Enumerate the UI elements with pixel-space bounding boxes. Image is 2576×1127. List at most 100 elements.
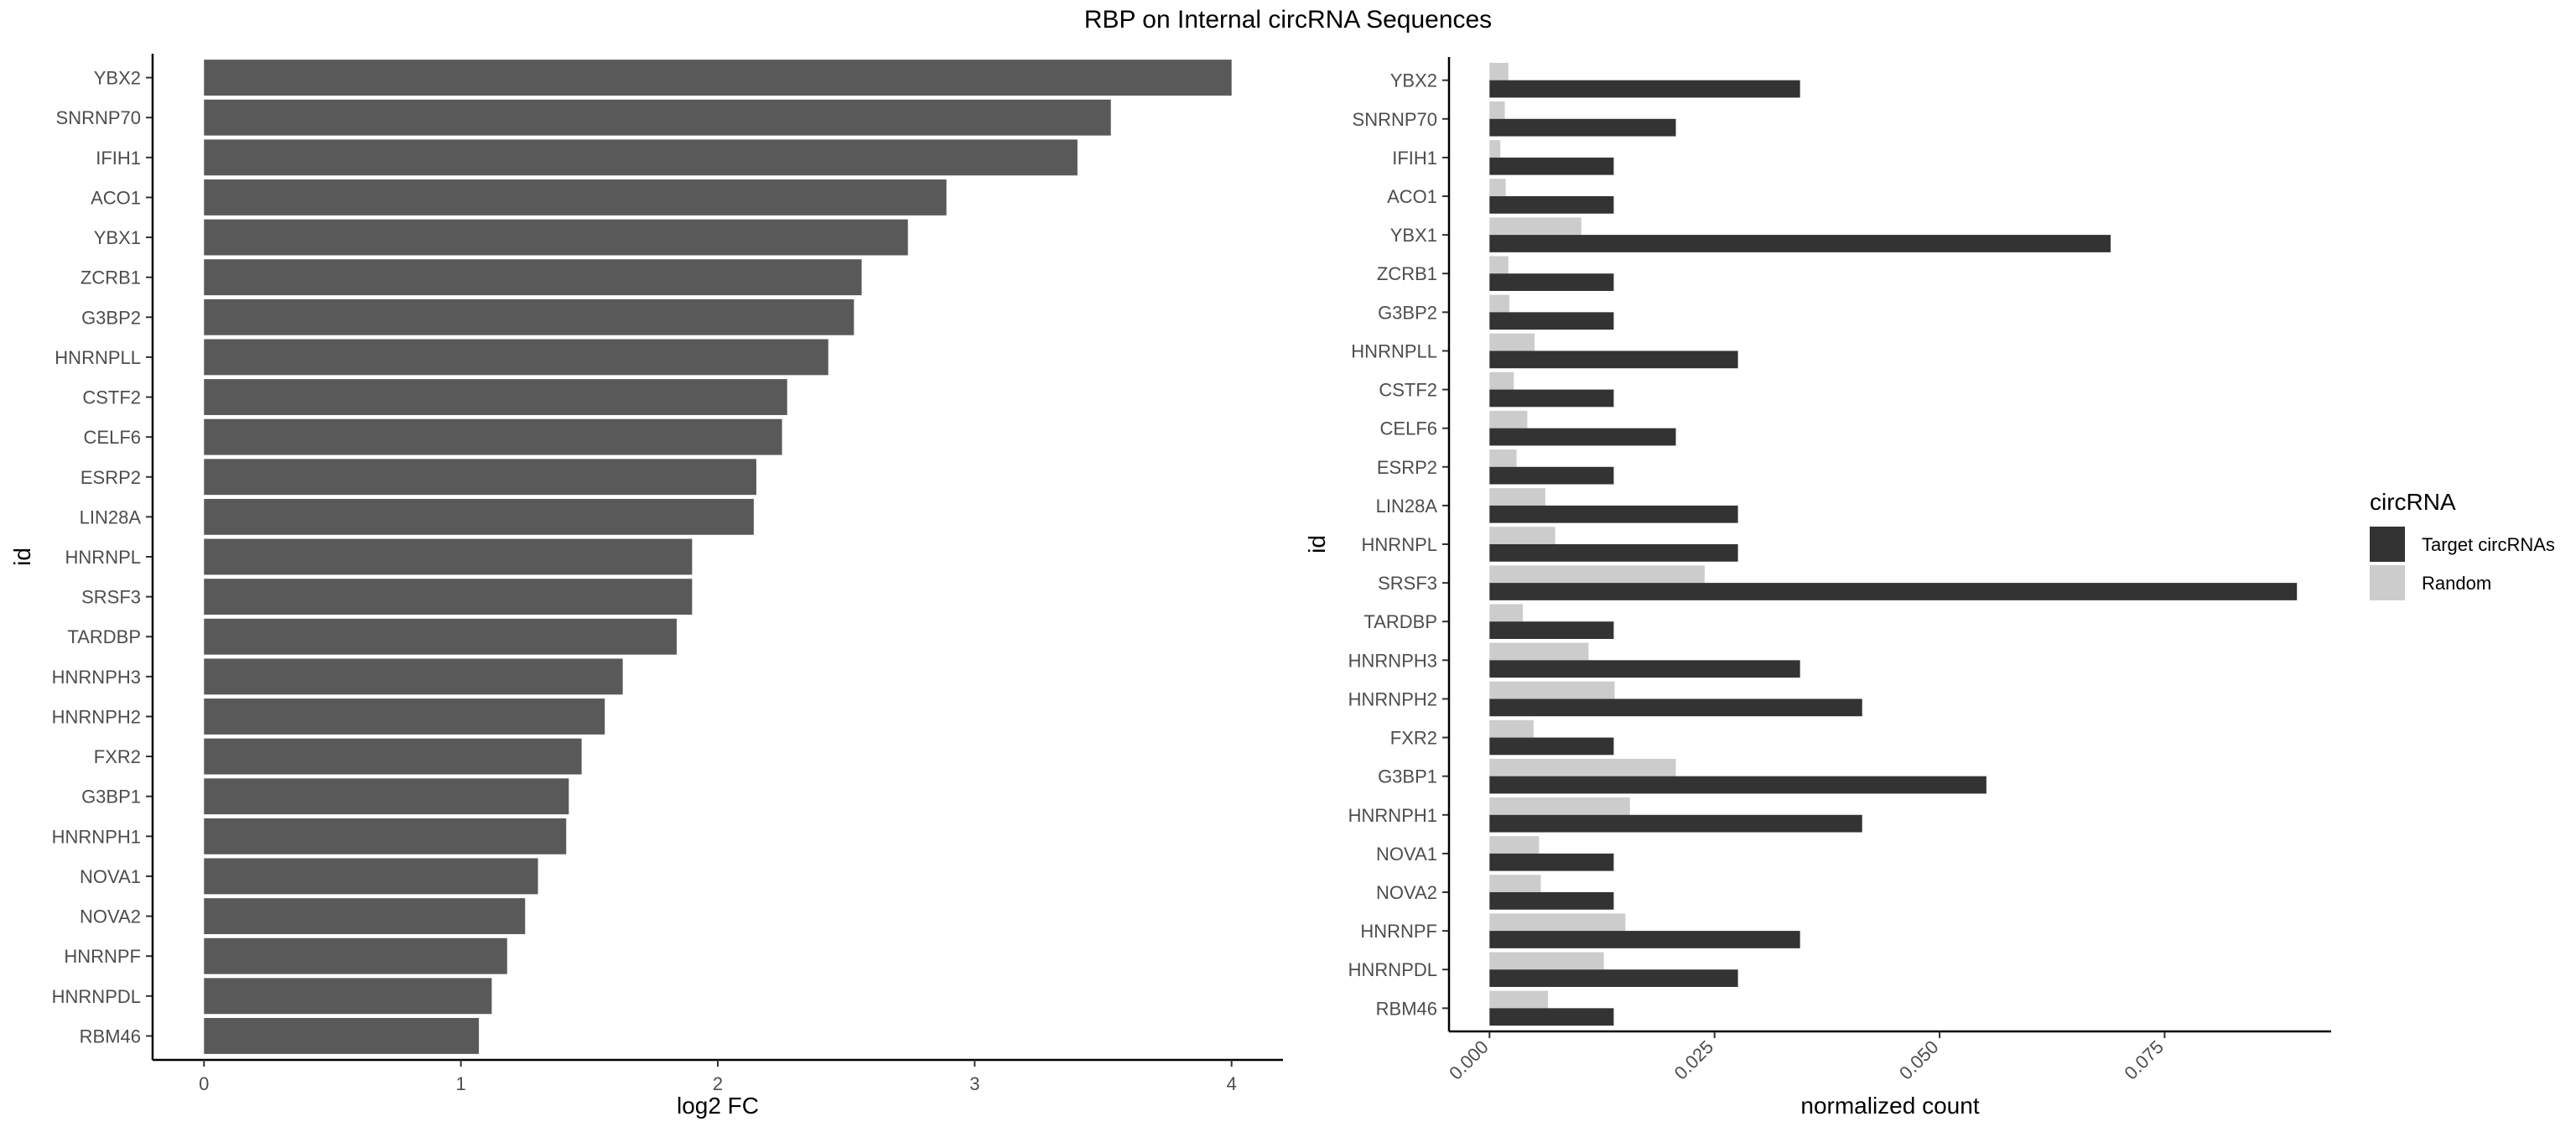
y-tick-label: G3BP1 xyxy=(1378,766,1437,787)
y-tick-label: IFIH1 xyxy=(1392,148,1437,169)
x-tick-label: 4 xyxy=(1227,1073,1237,1094)
bar-random xyxy=(1489,875,1541,892)
y-tick-label: ZCRB1 xyxy=(1377,263,1437,284)
bar-random xyxy=(1489,410,1528,428)
y-tick-label: LIN28A xyxy=(80,506,142,527)
bar-random xyxy=(1489,642,1589,661)
x-tick-label: 0.025 xyxy=(1670,1036,1718,1084)
bar-log2fc xyxy=(204,937,507,974)
bar-target-circrnas xyxy=(1489,466,1614,485)
bar-log2fc xyxy=(204,898,526,934)
bar-random xyxy=(1489,256,1509,274)
bar-target-circrnas xyxy=(1489,196,1614,214)
legend: circRNA Target circRNAs Random xyxy=(2370,489,2555,600)
y-tick-label: CSTF2 xyxy=(1379,380,1437,401)
bar-target-circrnas xyxy=(1489,699,1862,717)
y-tick-label: YBX1 xyxy=(1390,225,1437,246)
y-tick-label: FXR2 xyxy=(1390,728,1437,749)
bar-log2fc xyxy=(204,538,693,575)
bar-random xyxy=(1489,604,1524,622)
y-tick-label: YBX1 xyxy=(94,227,141,248)
bar-random xyxy=(1489,101,1505,119)
y-tick-label: CELF6 xyxy=(1380,418,1437,439)
y-tick-label: NOVA1 xyxy=(1376,844,1437,865)
y-tick-label: HNRNPH3 xyxy=(52,667,141,688)
bar-target-circrnas xyxy=(1489,157,1614,175)
x-tick-label: 1 xyxy=(456,1073,466,1094)
y-tick-label: ZCRB1 xyxy=(80,267,141,288)
y-tick-label: SNRNP70 xyxy=(1353,109,1437,130)
bar-target-circrnas xyxy=(1489,1008,1614,1026)
y-axis-title: id xyxy=(9,548,35,566)
bar-random xyxy=(1489,294,1509,313)
bar-target-circrnas xyxy=(1489,892,1614,910)
bar-log2fc xyxy=(204,179,947,216)
y-tick-label: LIN28A xyxy=(1376,496,1438,517)
y-tick-label: TARDBP xyxy=(1363,611,1437,632)
bar-random xyxy=(1489,179,1506,196)
y-tick-label: G3BP2 xyxy=(81,307,141,328)
bar-random xyxy=(1489,836,1540,854)
bar-random xyxy=(1489,952,1604,970)
bar-random xyxy=(1489,140,1501,158)
bar-log2fc xyxy=(204,299,854,335)
y-tick-label: IFIH1 xyxy=(96,148,141,169)
bar-target-circrnas xyxy=(1489,853,1614,871)
y-tick-label: HNRNPL xyxy=(65,547,141,568)
bar-target-circrnas xyxy=(1489,583,2298,600)
y-tick-label: YBX2 xyxy=(1390,70,1437,91)
y-tick-label: NOVA1 xyxy=(80,866,141,887)
bar-log2fc xyxy=(204,259,862,296)
bar-log2fc xyxy=(204,1018,480,1054)
y-tick-label: G3BP2 xyxy=(1378,302,1437,323)
y-tick-label: HNRNPLL xyxy=(1351,340,1437,361)
bar-target-circrnas xyxy=(1489,660,1800,678)
y-tick-label: HNRNPH1 xyxy=(1348,805,1437,826)
x-tick-label: 0.050 xyxy=(1895,1036,1943,1084)
bar-target-circrnas xyxy=(1489,312,1614,330)
bar-random xyxy=(1489,527,1555,544)
y-tick-label: CELF6 xyxy=(84,427,141,448)
bar-log2fc xyxy=(204,60,1232,96)
bar-random xyxy=(1489,719,1534,738)
bar-log2fc xyxy=(204,498,754,535)
bar-target-circrnas xyxy=(1489,931,1800,948)
bar-random xyxy=(1489,913,1626,932)
y-tick-label: SRSF3 xyxy=(1378,573,1437,594)
x-tick-label: 0.075 xyxy=(2120,1036,2168,1084)
y-tick-label: HNRNPLL xyxy=(55,347,141,368)
bar-log2fc xyxy=(204,738,582,775)
bar-target-circrnas xyxy=(1489,969,1738,987)
bar-log2fc xyxy=(204,778,569,815)
y-tick-label: HNRNPDL xyxy=(1348,959,1437,980)
y-tick-label: SNRNP70 xyxy=(56,107,141,128)
y-axis-title: id xyxy=(1304,535,1330,553)
bar-log2fc xyxy=(204,579,693,615)
bar-target-circrnas xyxy=(1489,389,1614,408)
y-tick-label: HNRNPH2 xyxy=(52,706,141,727)
y-tick-label: ESRP2 xyxy=(80,467,141,488)
bar-target-circrnas xyxy=(1489,273,1614,291)
x-tick-label: 3 xyxy=(969,1073,979,1094)
bar-target-circrnas xyxy=(1489,428,1676,446)
bar-target-circrnas xyxy=(1489,776,1987,794)
bar-target-circrnas xyxy=(1489,505,1738,523)
bar-target-circrnas xyxy=(1489,814,1862,833)
bar-target-circrnas xyxy=(1489,80,1800,98)
log2fc-bar-panel: YBX2 SNRNP70 IFIH1 ACO1 YBX1 ZCRB1 G3BP2 HNRNPL… xyxy=(9,54,1283,1119)
legend-swatch xyxy=(2370,527,2405,562)
bar-random xyxy=(1489,990,1549,1009)
bar-random xyxy=(1489,681,1615,699)
y-tick-label: HNRNPH1 xyxy=(52,826,141,847)
bar-target-circrnas xyxy=(1489,544,1738,562)
bar-random xyxy=(1489,488,1545,506)
bar-log2fc xyxy=(204,379,787,415)
y-tick-label: NOVA2 xyxy=(80,906,141,927)
y-tick-label: RBM46 xyxy=(80,1026,141,1046)
y-tick-label: HNRNPDL xyxy=(52,986,141,1007)
y-tick-label: TARDBP xyxy=(67,626,141,647)
bar-log2fc xyxy=(204,99,1111,136)
bar-random xyxy=(1489,217,1581,236)
legend-swatch xyxy=(2370,565,2405,600)
y-tick-label: FXR2 xyxy=(94,746,141,767)
